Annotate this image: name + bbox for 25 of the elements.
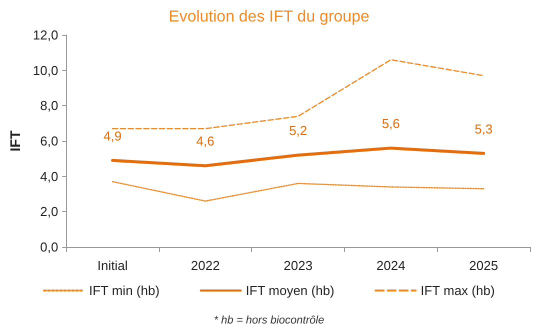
y-tick-label: 10,0 (32, 62, 58, 78)
line-series (111, 146, 486, 168)
y-tick-label: 0,0 (40, 240, 58, 254)
chart-title: Evolution des IFT du groupe (168, 8, 370, 26)
y-tick-label: 6,0 (40, 134, 58, 148)
data-label: 4,9 (104, 128, 122, 144)
y-tick-label: 4,0 (40, 168, 58, 184)
data-label: 5,6 (382, 116, 400, 132)
y-axis-title: IFT (7, 130, 23, 152)
y-tick-label: 12,0 (32, 28, 58, 42)
legend-label: IFT max (hb) (420, 283, 495, 298)
data-label: 5,3 (474, 121, 493, 136)
legend-label: IFT min (hb) (88, 283, 160, 298)
y-tick-label: 8,0 (40, 98, 58, 114)
x-tick-label: 2023 (284, 258, 313, 273)
x-tick-label: 2024 (376, 258, 406, 273)
text: * hb = hors biocontrôle (214, 314, 324, 326)
line-series (112, 180, 484, 202)
x-tick-label: 2025 (469, 258, 498, 273)
x-tick-label: 2022 (190, 258, 220, 273)
data-label: 4,6 (196, 134, 214, 149)
y-tick-label: 2,0 (40, 204, 58, 220)
data-label: 5,2 (289, 123, 308, 138)
x-tick-label: Initial (97, 258, 128, 273)
legend-label: IFT moyen (hb) (246, 283, 334, 298)
